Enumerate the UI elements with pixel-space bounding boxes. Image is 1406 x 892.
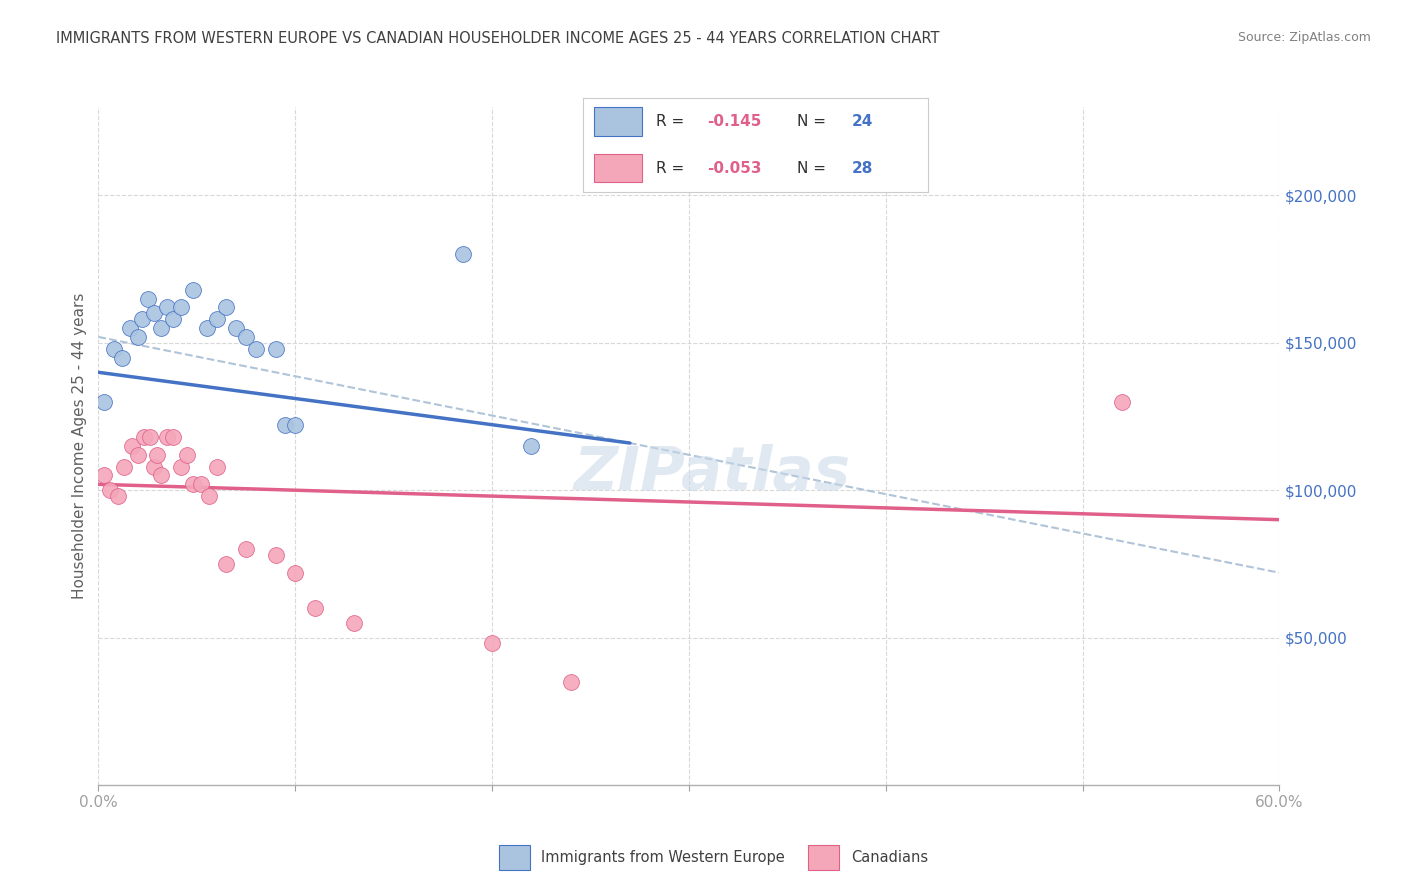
Point	[107, 489, 129, 503]
Point	[121, 439, 143, 453]
Point	[245, 342, 267, 356]
Text: Immigrants from Western Europe: Immigrants from Western Europe	[541, 850, 785, 864]
Point	[103, 342, 125, 356]
Point	[93, 468, 115, 483]
Point	[162, 430, 184, 444]
Point	[274, 418, 297, 433]
Point	[170, 459, 193, 474]
Text: IMMIGRANTS FROM WESTERN EUROPE VS CANADIAN HOUSEHOLDER INCOME AGES 25 - 44 YEARS: IMMIGRANTS FROM WESTERN EUROPE VS CANADI…	[56, 31, 939, 46]
Point	[264, 342, 287, 356]
Point	[162, 312, 184, 326]
Text: -0.145: -0.145	[707, 114, 762, 129]
Text: N =: N =	[797, 161, 831, 176]
Point	[264, 548, 287, 562]
Point	[197, 489, 219, 503]
Text: R =: R =	[655, 161, 689, 176]
Point	[98, 483, 121, 498]
Point	[195, 321, 218, 335]
Point	[142, 459, 165, 474]
Point	[235, 542, 257, 557]
Text: Canadians: Canadians	[851, 850, 928, 864]
Point	[284, 566, 307, 580]
Point	[343, 615, 366, 630]
Point	[146, 448, 169, 462]
Point	[205, 312, 228, 326]
Point	[304, 601, 326, 615]
Point	[481, 636, 503, 650]
Point	[181, 283, 204, 297]
Point	[190, 477, 212, 491]
Point	[215, 301, 238, 315]
Point	[142, 306, 165, 320]
Point	[225, 321, 247, 335]
Point	[132, 430, 155, 444]
Point	[520, 439, 543, 453]
Text: R =: R =	[655, 114, 689, 129]
Point	[451, 247, 474, 261]
Point	[131, 312, 153, 326]
Text: 24: 24	[852, 114, 873, 129]
FancyBboxPatch shape	[593, 108, 643, 136]
Point	[156, 430, 179, 444]
Point	[111, 351, 134, 365]
Point	[215, 557, 238, 571]
Point	[560, 674, 582, 689]
Point	[284, 418, 307, 433]
Text: -0.053: -0.053	[707, 161, 762, 176]
Y-axis label: Householder Income Ages 25 - 44 years: Householder Income Ages 25 - 44 years	[72, 293, 87, 599]
Point	[136, 292, 159, 306]
Point	[138, 430, 160, 444]
Text: N =: N =	[797, 114, 831, 129]
Point	[118, 321, 141, 335]
Point	[181, 477, 204, 491]
FancyBboxPatch shape	[593, 154, 643, 183]
Point	[176, 448, 198, 462]
Point	[127, 330, 149, 344]
Point	[112, 459, 135, 474]
Point	[150, 321, 173, 335]
Point	[235, 330, 257, 344]
Point	[156, 301, 179, 315]
Point	[205, 459, 228, 474]
Point	[93, 394, 115, 409]
Point	[127, 448, 149, 462]
Point	[150, 468, 173, 483]
Text: Source: ZipAtlas.com: Source: ZipAtlas.com	[1237, 31, 1371, 45]
Text: 28: 28	[852, 161, 873, 176]
Text: ZIPatlas: ZIPatlas	[574, 443, 851, 502]
Point	[1111, 394, 1133, 409]
Point	[170, 301, 193, 315]
